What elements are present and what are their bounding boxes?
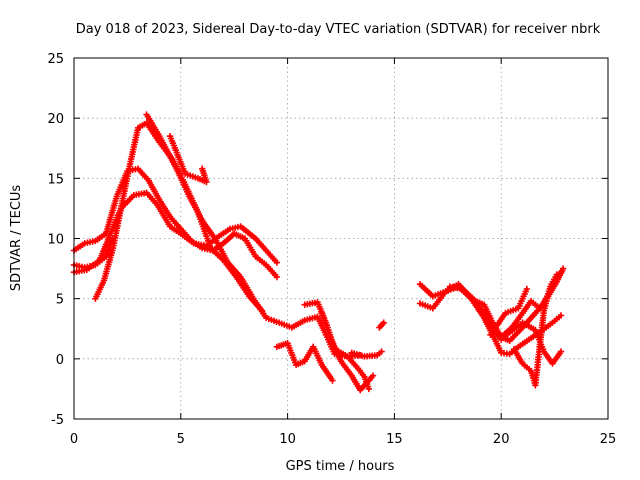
x-tick-label: 10	[279, 432, 296, 447]
y-tick-label: 0	[56, 353, 64, 368]
series-arc-4	[92, 119, 266, 314]
x-tick-label: 0	[70, 432, 78, 447]
x-tick-label: 25	[600, 432, 617, 447]
axes: 0 5 10 15 20 25 -5 0 5 10 15 20 25	[47, 52, 616, 447]
data-series	[70, 111, 567, 394]
chart-title: Day 018 of 2023, Sidereal Day-to-day VTE…	[76, 22, 601, 37]
y-tick-label: 15	[47, 172, 64, 187]
data-point	[553, 271, 560, 278]
x-axis-label: GPS time / hours	[286, 459, 395, 474]
data-point	[329, 377, 336, 384]
y-tick-label: 5	[56, 293, 64, 308]
data-point	[557, 312, 565, 319]
series-line	[93, 121, 264, 313]
data-point	[557, 348, 565, 355]
data-point	[273, 259, 281, 266]
data-point	[365, 385, 372, 393]
x-tick-label: 20	[493, 432, 510, 447]
data-point	[369, 372, 377, 379]
data-point	[523, 285, 530, 293]
y-tick-label: 25	[47, 52, 64, 67]
data-point	[559, 265, 567, 272]
data-point	[273, 273, 281, 281]
series-arc-16	[487, 285, 530, 338]
series-arc-1	[70, 165, 281, 281]
x-tick-label: 5	[177, 432, 185, 447]
series-arc-11	[376, 319, 387, 331]
x-tick-label: 15	[386, 432, 403, 447]
series-arc-7	[273, 340, 336, 384]
data-point	[380, 319, 387, 326]
y-tick-label: 20	[47, 112, 64, 127]
y-tick-label: -5	[51, 413, 64, 428]
y-tick-label: 10	[47, 233, 64, 248]
series-arc-17	[510, 271, 560, 389]
series-arc-6	[166, 133, 210, 186]
y-axis-label: SDTVAR / TECUs	[9, 185, 24, 292]
series-arc-10	[348, 348, 385, 360]
data-point	[199, 165, 206, 172]
data-point	[378, 348, 385, 355]
series-arc-9	[318, 309, 377, 394]
